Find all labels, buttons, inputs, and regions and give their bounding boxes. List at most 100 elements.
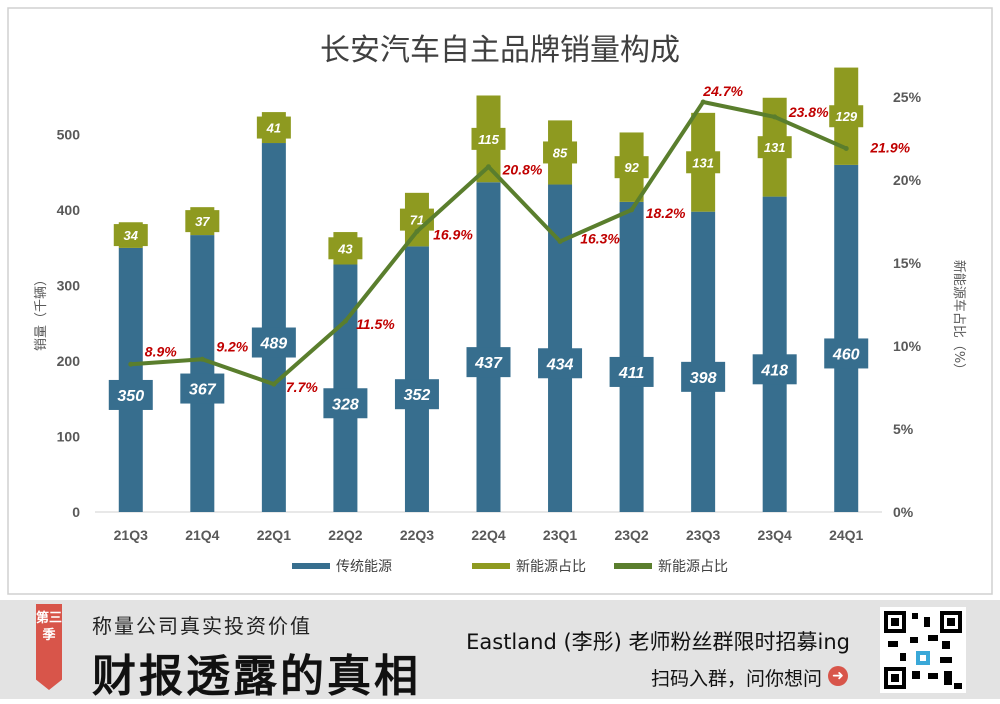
bar-traditional-label: 398 — [690, 370, 717, 387]
bar-nev-label: 85 — [553, 145, 568, 160]
y-axis-label: 销量（千辆） — [34, 273, 49, 351]
x-tick-label: 21Q4 — [185, 527, 219, 543]
bar-traditional-label: 434 — [546, 356, 574, 373]
line-label: 9.2% — [216, 338, 248, 354]
promo-line-2: 扫码入群，问你想问 — [650, 668, 822, 690]
bar-traditional-label-box — [538, 348, 583, 379]
bar-traditional — [190, 235, 215, 512]
x-tick-label: 22Q4 — [471, 527, 505, 543]
y2-tick-label: 25% — [893, 89, 922, 105]
line-label: 20.8% — [502, 162, 543, 178]
y2-tick-label: 15% — [893, 255, 922, 271]
x-tick-label: 23Q4 — [758, 527, 792, 543]
line-point — [700, 99, 706, 105]
x-tick-label: 23Q3 — [686, 527, 720, 543]
bar-traditional-label-box — [752, 354, 797, 385]
bar-traditional-label: 350 — [117, 388, 144, 405]
legend: 传统能源 新能源占比 新能源占比 — [292, 559, 728, 575]
bar-nev-label-box — [471, 127, 506, 150]
y-tick-label: 100 — [57, 429, 81, 445]
y-tick-label: 0 — [72, 504, 80, 520]
line-point — [557, 238, 563, 244]
x-tick-label: 24Q1 — [829, 527, 863, 543]
bars: 350 34 367 37 489 41 328 43 352 71 437 115 434 85 411 9… — [108, 67, 869, 512]
bar-nev-label: 41 — [266, 121, 281, 136]
bar-traditional-label: 460 — [832, 346, 860, 363]
bar-nev-label-box — [614, 156, 649, 179]
bar-traditional — [834, 164, 859, 512]
y2-tick-label: 20% — [893, 172, 922, 188]
promo-line-1: Eastland (李彤) 老师粉丝群限时招募ing — [466, 630, 850, 654]
x-tick-label: 22Q3 — [400, 527, 434, 543]
bar-nev-label: 129 — [835, 109, 857, 124]
y-tick-label: 500 — [57, 127, 81, 143]
bar-nev-label: 92 — [624, 160, 639, 175]
line-label: 23.8% — [788, 104, 829, 120]
line-label: 18.2% — [646, 205, 686, 221]
qr-code-icon[interactable] — [880, 607, 966, 693]
line-label: 24.7% — [702, 83, 743, 99]
y-axis-ticks: 0 100 200 300 400 500 — [57, 127, 81, 520]
bar-traditional-label-box — [609, 356, 654, 387]
x-tick-label: 21Q3 — [114, 527, 148, 543]
line-point — [486, 164, 491, 170]
y-tick-label: 200 — [57, 353, 81, 369]
line-label: 16.9% — [433, 226, 473, 242]
bar-nev-label: 37 — [195, 214, 210, 229]
legend-label: 传统能源 — [336, 559, 392, 575]
bar-traditional — [261, 143, 286, 512]
bar-nev-label: 115 — [478, 132, 499, 147]
bar-traditional-label: 489 — [260, 336, 288, 353]
bar-traditional-label: 437 — [474, 355, 503, 372]
legend-label: 新能源占比 — [658, 559, 728, 575]
bar-traditional-label-box — [108, 379, 153, 410]
y2-tick-label: 0% — [893, 504, 914, 520]
bar-traditional-label-box — [180, 373, 225, 404]
bar-nev-label-box — [185, 210, 220, 233]
bar-nev-label-box — [686, 151, 721, 174]
bar-traditional-label-box — [323, 388, 368, 419]
bar-nev-label: 34 — [124, 228, 139, 243]
bar-nev-label-box — [113, 224, 148, 247]
line-label: 11.5% — [356, 316, 395, 332]
bar-nev-label: 71 — [410, 213, 424, 228]
y-tick-label: 300 — [57, 278, 81, 294]
bar-nev-label-box — [829, 105, 864, 128]
tagline-small: 称量公司真实投资价值 — [92, 614, 312, 638]
bar-traditional-label: 418 — [760, 362, 788, 379]
bar-traditional-label-box — [824, 338, 869, 369]
bar-traditional-label: 411 — [618, 365, 645, 382]
x-tick-label: 22Q2 — [328, 527, 362, 543]
x-axis-ticks: 21Q3 21Q4 22Q1 22Q2 22Q3 22Q4 23Q1 23Q2 23Q3 23Q4… — [114, 527, 864, 543]
x-tick-label: 23Q2 — [614, 527, 648, 543]
bar-nev-label: 43 — [337, 241, 353, 256]
x-tick-label: 22Q1 — [257, 527, 291, 543]
legend-swatch — [614, 563, 652, 569]
line-point — [629, 207, 635, 213]
bar-traditional-label-box — [251, 327, 296, 358]
arrow-right-icon[interactable]: ➜ — [828, 666, 848, 686]
chart-svg: 长安汽车自主品牌销量构成 0 100 200 300 400 500 0% 5% 10% 15%… — [7, 7, 993, 595]
line-point — [199, 356, 205, 362]
bar-nev-label-box — [256, 116, 291, 139]
line-label: 7.7% — [286, 379, 318, 395]
y2-tick-label: 10% — [893, 338, 922, 354]
bar-traditional-label-box — [466, 347, 511, 378]
legend-swatch — [292, 563, 330, 569]
line-label: 8.9% — [145, 343, 177, 359]
bar-traditional-label: 328 — [332, 396, 359, 413]
bar-traditional-label: 352 — [404, 387, 431, 404]
bar-traditional-label: 367 — [189, 382, 217, 399]
bar-nev-label: 131 — [692, 155, 714, 170]
y2-axis-label: 新能源车占比（%） — [951, 260, 967, 376]
line-point — [128, 361, 134, 367]
bar-traditional — [118, 247, 143, 512]
y-tick-label: 400 — [57, 202, 81, 218]
bar-traditional-label-box — [394, 379, 439, 410]
line-point — [772, 114, 778, 120]
y2-axis-ticks: 0% 5% 10% 15% 20% 25% — [893, 89, 922, 520]
legend-label: 新能源占比 — [516, 559, 586, 575]
line-point — [414, 228, 420, 234]
line-point — [271, 381, 277, 387]
chart: 长安汽车自主品牌销量构成 0 100 200 300 400 500 0% 5% 10% 15%… — [7, 7, 993, 595]
